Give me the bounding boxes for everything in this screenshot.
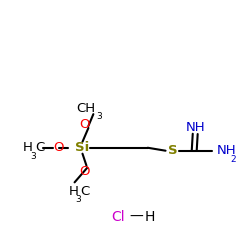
Text: NH: NH bbox=[217, 144, 236, 157]
Text: Cl: Cl bbox=[111, 210, 125, 224]
Text: H: H bbox=[144, 210, 155, 224]
Text: C: C bbox=[35, 141, 44, 154]
Text: Si: Si bbox=[75, 141, 90, 154]
Text: NH: NH bbox=[186, 122, 205, 134]
Text: S: S bbox=[168, 144, 177, 157]
Text: 3: 3 bbox=[30, 152, 36, 161]
Text: H: H bbox=[23, 141, 33, 154]
Text: O: O bbox=[79, 118, 90, 130]
Text: 3: 3 bbox=[96, 112, 102, 121]
Text: C: C bbox=[80, 185, 90, 198]
Text: H: H bbox=[69, 185, 78, 198]
Text: CH: CH bbox=[76, 102, 95, 115]
Text: O: O bbox=[79, 165, 90, 178]
Text: —: — bbox=[129, 210, 143, 224]
Text: O: O bbox=[54, 141, 64, 154]
Text: 2: 2 bbox=[231, 155, 236, 164]
Text: 3: 3 bbox=[76, 195, 81, 204]
